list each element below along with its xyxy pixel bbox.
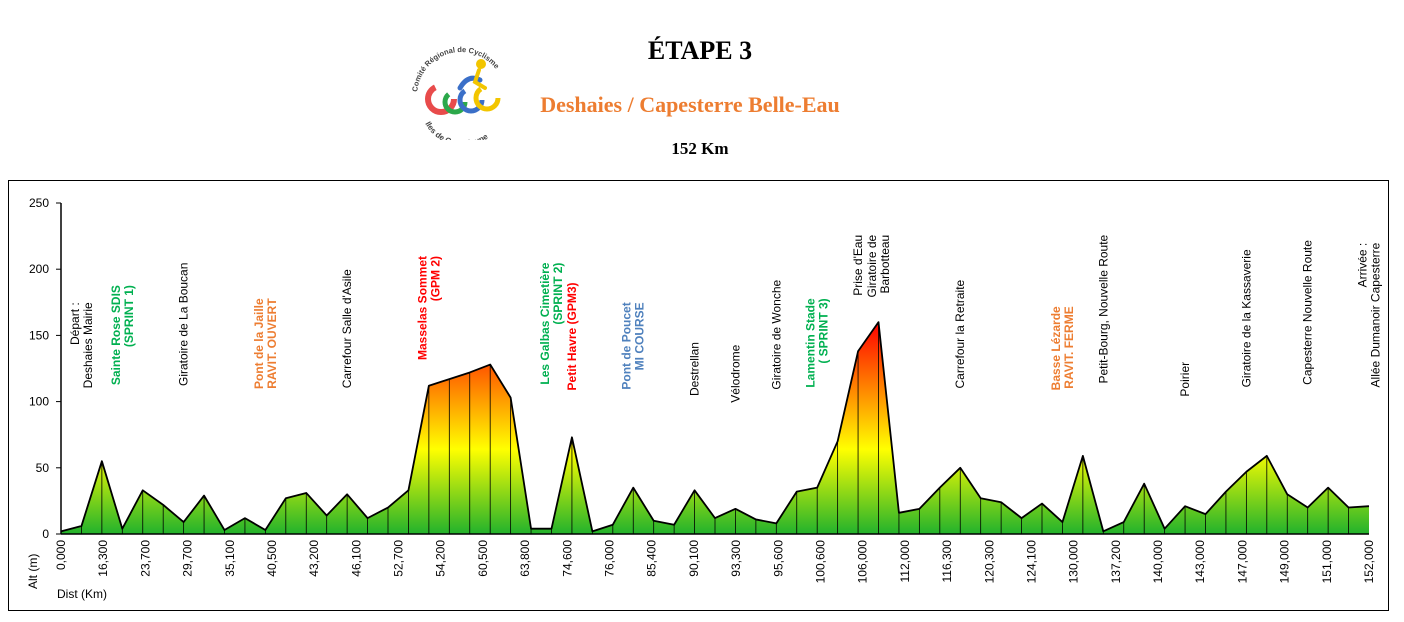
checkpoint-label: Pont de Poucet (620, 302, 634, 389)
checkpoint-label: RAVIT. OUVERT (265, 298, 279, 389)
x-tick-label: 112,000 (898, 540, 912, 583)
y-tick-label: 200 (29, 262, 49, 276)
checkpoint-label: (SPRINT 1) (122, 285, 136, 347)
checkpoint-label: Lamentin Stade (804, 298, 818, 388)
x-tick-label: 137,200 (1109, 540, 1123, 584)
y-tick-label: 150 (29, 328, 49, 342)
checkpoint-label: Destrellan (688, 342, 702, 396)
checkpoint-label: Pont de la Jaille (252, 298, 266, 389)
x-tick-label: 60,500 (476, 540, 490, 577)
checkpoint-label: ( SPRINT 3) (817, 298, 831, 363)
checkpoint-label: Masselas Sommet (415, 256, 429, 360)
elevation-chart-frame: 0 50 100 150 200 250 0,000 16,300 23,700 29,700 35… (8, 180, 1389, 611)
elevation-line (60, 321, 1370, 533)
x-tick-label: 54,200 (434, 540, 448, 577)
y-tick-label: 250 (29, 196, 49, 210)
x-tick-label: 147,000 (1235, 540, 1249, 584)
x-tick-label: 116,300 (940, 540, 954, 583)
x-tick-label: 124,100 (1024, 540, 1038, 584)
cyclist-emblem (425, 59, 501, 115)
checkpoint-label: Carrefour Salle d'Asile (340, 269, 354, 388)
x-tick-label: 85,400 (645, 540, 659, 577)
x-tick-label: 29,700 (181, 540, 195, 577)
checkpoint-label: Giratoire de (865, 234, 879, 297)
checkpoint-label: Giratoire de la Kassaverie (1239, 249, 1253, 387)
x-tick-label: 40,500 (265, 540, 279, 577)
x-tick-label: 143,000 (1193, 540, 1207, 584)
x-tick-label: 43,200 (307, 540, 321, 577)
logo-top-text: Comité Régional de Cyclisme (410, 45, 501, 92)
x-tick-label: 63,800 (518, 540, 532, 577)
x-tick-label: 74,600 (560, 540, 574, 577)
checkpoint-label: MI COURSE (633, 302, 647, 370)
checkpoint-label: (GPM 2) (428, 256, 442, 301)
x-tick-label: 52,700 (392, 540, 406, 577)
elevation-profile-chart: 0 50 100 150 200 250 0,000 16,300 23,700 29,700 35… (26, 196, 1383, 601)
checkpoint-label: Capesterre Nouvelle Route (1301, 240, 1315, 385)
checkpoint-label: Arrivée : (1356, 243, 1370, 288)
x-tick-label: 151,000 (1320, 540, 1334, 584)
y-tick-label: 100 (29, 395, 49, 409)
checkpoint-label: Vélodrome (728, 344, 742, 402)
x-tick-label: 90,100 (687, 540, 701, 577)
checkpoint-label: (SPRINT 2) (551, 263, 565, 325)
checkpoint-label: Départ : (68, 302, 82, 345)
y-axis-label: Alt (m) (26, 554, 40, 589)
x-tick-label: 152,000 (1362, 540, 1376, 584)
svg-text:Iles de Guadeloupe: Iles de Guadeloupe (423, 120, 490, 140)
checkpoint-label: Barbotteau (878, 235, 892, 294)
x-tick-label: 46,100 (349, 540, 363, 577)
x-tick-label: 95,600 (771, 540, 785, 577)
x-tick-label: 140,000 (1151, 540, 1165, 584)
x-tick-label: 16,300 (96, 540, 110, 577)
x-tick-label: 35,100 (223, 540, 237, 577)
x-axis-label: Dist (Km) (57, 587, 107, 601)
checkpoint-label: Prise d'Eau (851, 235, 865, 296)
checkpoint-label: RAVIT. FERME (1062, 306, 1076, 388)
x-tick-label: 76,000 (603, 540, 617, 577)
x-tick-label: 149,000 (1278, 540, 1292, 584)
checkpoint-label: Petit Havre (GPM3) (565, 282, 579, 390)
checkpoint-label: Allée Dumanoir Capesterre (1369, 242, 1383, 387)
x-tick-label: 100,600 (813, 540, 827, 584)
checkpoint-label: Giratoire de Wonche (769, 279, 783, 389)
crcig-logo: Comité Régional de Cyclisme Iles de Guad… (410, 45, 501, 140)
checkpoint-label: Giratoire de La Boucan (177, 263, 191, 386)
svg-text:Comité Régional de Cyclisme: Comité Régional de Cyclisme (410, 45, 501, 92)
stage-title: ÉTAPE 3 (647, 36, 753, 65)
x-tick-label: 93,300 (729, 540, 743, 577)
x-tick-label: 106,000 (856, 540, 870, 584)
y-tick-label: 50 (36, 461, 50, 475)
x-tick-label: 0,000 (54, 540, 68, 570)
checkpoint-label: Poirier (1178, 362, 1192, 397)
logo-bottom-text: Iles de Guadeloupe (423, 120, 490, 140)
stage-distance: 152 Km (671, 139, 729, 158)
x-tick-label: 23,700 (138, 540, 152, 577)
y-tick-label: 0 (42, 527, 49, 541)
checkpoint-label: Deshaies Mairie (81, 302, 95, 388)
x-tick-label: 130,000 (1067, 540, 1081, 584)
checkpoint-label: Carrefour la Retraite (953, 279, 967, 388)
checkpoint-label: Sainte Rose SDIS (109, 285, 123, 385)
stage-route: Deshaies / Capesterre Belle-Eau (540, 92, 840, 117)
x-tick-label: 120,300 (982, 540, 996, 584)
checkpoint-label: Basse Lézarde (1049, 306, 1063, 390)
checkpoint-label: Les Galbas Cimetière (538, 262, 552, 384)
checkpoint-label: Petit-Bourg, Nouvelle Route (1096, 234, 1110, 383)
